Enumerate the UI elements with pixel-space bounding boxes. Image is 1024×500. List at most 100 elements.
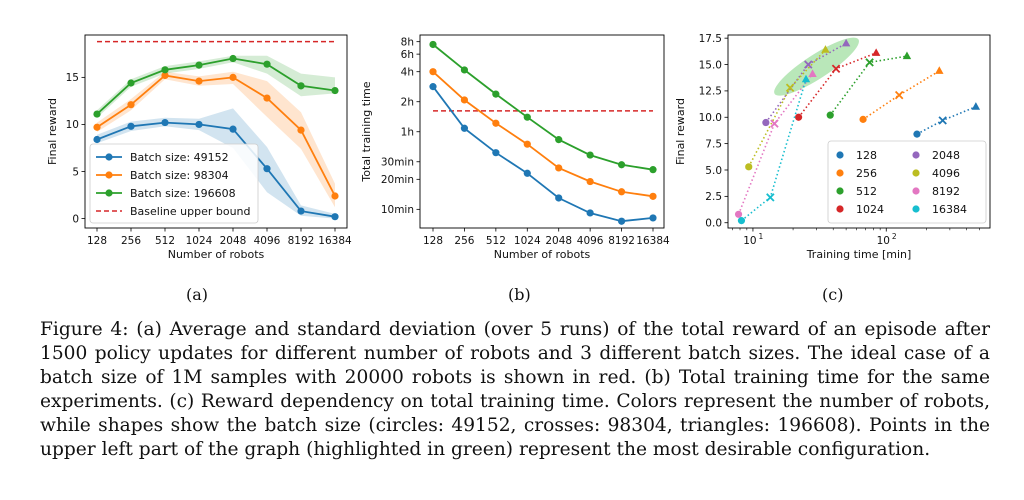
- a-xtick-label-3: 1024: [186, 235, 213, 247]
- c-ytick-label-0: 0.0: [705, 218, 722, 230]
- b-point-0-5: [586, 209, 594, 217]
- panel-label-b: (b): [508, 285, 531, 304]
- b-ytick-label-3: 1h: [401, 127, 414, 139]
- b-point-2-5: [586, 151, 594, 159]
- c-legend-label-6: 8192: [932, 185, 960, 198]
- a-point-2-0: [93, 110, 101, 118]
- a-point-2-3: [195, 61, 203, 69]
- c-legend-marker-3: [836, 205, 844, 213]
- a-point-1-3: [195, 77, 203, 85]
- c-legend-label-5: 4096: [932, 167, 960, 180]
- b-xlabel: Number of robots: [494, 248, 591, 261]
- c-point-0-1-stroke-2: [938, 116, 947, 125]
- a-point-2-7: [331, 86, 339, 95]
- b-point-2-4: [555, 136, 563, 144]
- c-xtick-label-1: 10: [877, 235, 890, 247]
- c-connector-2: [829, 55, 908, 116]
- b-ylabel: Total training time: [360, 81, 373, 182]
- a-point-0-3: [195, 120, 203, 129]
- b-point-1-6: [617, 188, 626, 196]
- a-point-0-6: [297, 207, 305, 215]
- a-point-1-2: [161, 71, 169, 80]
- a-point-2-6: [297, 82, 305, 90]
- a-point-2-1: [127, 79, 135, 87]
- c-point-4-1: [804, 60, 813, 69]
- a-ylabel: Final reward: [46, 98, 59, 165]
- c-point-6-0: [734, 210, 743, 218]
- c-point-7-0: [737, 217, 746, 225]
- a-point-1-7: [331, 192, 339, 200]
- c-point-1-0: [859, 115, 867, 123]
- c-legend-marker-0: [836, 151, 844, 159]
- a-ytick-label-0: 0: [72, 213, 79, 225]
- a-legend-box: [89, 143, 259, 224]
- c-connector-7: [740, 79, 807, 222]
- c-point-7-2: [801, 74, 811, 83]
- c-point-0-1: [938, 116, 947, 125]
- b-point-0-2: [492, 149, 500, 157]
- c-connector-6: [737, 73, 814, 215]
- b-xtick-label-6: 8192: [608, 235, 635, 247]
- c-point-0-0: [913, 130, 921, 138]
- c-point-3-1-stroke-2: [831, 64, 841, 73]
- a-point-1-5: [263, 94, 271, 102]
- b-point-2-1: [460, 66, 469, 74]
- c-ytick-label-3: 7.5: [705, 138, 722, 150]
- c-point-3-2: [871, 48, 881, 56]
- c-point-3-0: [794, 113, 803, 121]
- a-ytick-label-1: 5: [72, 166, 79, 178]
- a-band-2: [97, 55, 335, 118]
- c-legend-label-7: 16384: [932, 203, 967, 216]
- c-point-1-1-stroke-2: [894, 90, 904, 100]
- a-point-2-5: [263, 60, 271, 68]
- b-point-1-2: [492, 119, 500, 127]
- c-point-5-2: [821, 45, 830, 53]
- b-ytick-label-2: 30min: [381, 157, 414, 169]
- a-legend-label-1: Batch size: 98304: [130, 169, 229, 182]
- b-xtick-label-2: 512: [486, 235, 506, 247]
- c-point-2-0: [826, 111, 834, 119]
- b-xtick-label-0: 128: [423, 235, 443, 247]
- a-xtick-label-6: 8192: [288, 235, 315, 247]
- c-connector-4: [765, 42, 847, 123]
- b-xtick-label-1: 256: [454, 235, 474, 247]
- c-connector-0: [916, 105, 977, 135]
- b-point-2-7: [649, 166, 657, 174]
- c-ytick-label-1: 2.5: [705, 191, 722, 203]
- figure-caption: Figure 4: (a) Average and standard devia…: [40, 319, 990, 460]
- a-point-1-6: [297, 126, 305, 134]
- a-xtick-label-4: 2048: [220, 235, 247, 247]
- b-point-1-1: [460, 96, 469, 104]
- b-xtick-label-5: 4096: [577, 235, 604, 247]
- c-point-4-0: [762, 118, 770, 127]
- c-point-5-1-stroke-2: [785, 83, 795, 92]
- a-legend-label-2: Batch size: 196608: [130, 187, 236, 200]
- b-point-0-1: [460, 124, 469, 132]
- c-legend-label-2: 512: [856, 185, 877, 198]
- c-ytick-label-4: 10.0: [699, 112, 722, 124]
- a-series-line-0: [96, 121, 336, 218]
- b-point-2-2: [492, 90, 500, 98]
- c-legend-marker-4: [912, 151, 920, 159]
- b-ytick-label-7: 8h: [401, 36, 414, 48]
- b-point-1-7: [649, 192, 657, 200]
- a-xlabel: Number of robots: [168, 248, 265, 261]
- a-point-0-7: [331, 213, 339, 221]
- b-point-1-4: [555, 164, 563, 172]
- c-xtick-exponent-0: 1: [759, 232, 764, 241]
- a-point-0-4: [229, 125, 237, 133]
- c-point-1-1: [894, 90, 904, 100]
- b-xtick-label-4: 2048: [545, 235, 572, 247]
- b-ytick-label-4: 2h: [401, 97, 414, 109]
- c-legend-box: [827, 140, 987, 224]
- c-ytick-label-6: 15.0: [699, 59, 722, 71]
- a-legend-label-0: Batch size: 49152: [130, 151, 229, 164]
- a-point-0-1: [127, 122, 135, 130]
- c-point-2-1: [865, 58, 874, 67]
- panel-label-c: (c): [822, 285, 844, 304]
- a-series-line-1: [96, 74, 336, 197]
- a-legend-marker-2: [105, 189, 113, 197]
- a-point-1-0: [93, 123, 101, 131]
- a-point-2-4: [229, 54, 237, 63]
- a-series-line-2: [96, 57, 336, 115]
